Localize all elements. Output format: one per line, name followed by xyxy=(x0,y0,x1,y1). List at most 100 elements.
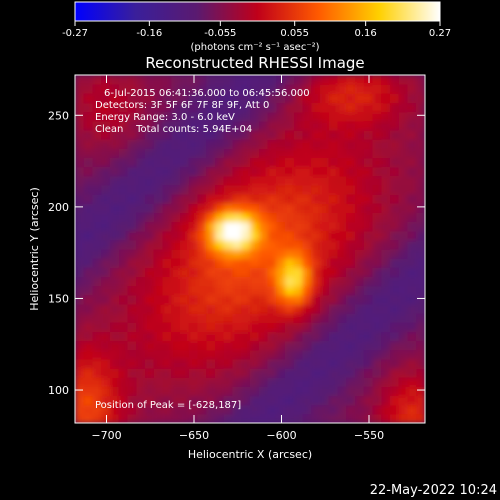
heatmap-cell xyxy=(320,239,330,250)
heatmap-cell xyxy=(118,331,129,342)
heatmap-cell xyxy=(337,166,347,177)
heatmap-cell xyxy=(145,157,155,168)
heatmap-cell xyxy=(83,194,94,204)
heatmap-cell xyxy=(188,322,199,333)
heatmap-cell xyxy=(75,120,85,131)
heatmap-cell xyxy=(110,249,120,259)
heatmap-cell xyxy=(285,166,295,177)
heatmap-cell xyxy=(197,358,207,369)
heatmap-cell xyxy=(75,239,85,250)
heatmap-cell xyxy=(372,340,382,351)
heatmap-cell xyxy=(381,331,391,342)
heatmap-cell xyxy=(162,303,172,314)
heatmap-cell xyxy=(171,175,181,186)
heatmap-cell xyxy=(101,230,111,241)
heatmap-cell xyxy=(381,239,391,250)
heatmap-cell xyxy=(241,129,251,140)
heatmap-cell xyxy=(92,84,102,94)
heatmap-cell xyxy=(407,249,417,259)
heatmap-cell xyxy=(302,258,312,268)
heatmap-cell xyxy=(171,249,181,259)
heatmap-cell xyxy=(232,212,242,223)
heatmap-cell xyxy=(355,111,365,122)
heatmap-cell xyxy=(302,276,312,287)
heatmap-cell xyxy=(92,358,102,369)
heatmap-cell xyxy=(372,120,382,131)
heatmap-cell xyxy=(398,111,409,122)
heatmap-cell xyxy=(302,148,312,159)
heatmap-cell xyxy=(258,157,269,168)
heatmap-cell xyxy=(206,93,216,104)
heatmap-cell xyxy=(101,395,111,406)
heatmap-cell xyxy=(127,84,137,94)
heatmap-cell xyxy=(215,358,225,369)
heatmap-cell xyxy=(223,340,234,351)
heatmap-cell xyxy=(188,340,199,351)
heatmap-cell xyxy=(197,212,207,223)
heatmap-cell xyxy=(188,212,199,223)
heatmap-cell xyxy=(145,340,155,351)
heatmap-cell xyxy=(180,139,190,149)
heatmap-cell xyxy=(232,404,242,415)
heatmap-cell xyxy=(250,194,260,204)
heatmap-cell xyxy=(276,166,286,177)
heatmap-cell xyxy=(101,340,111,351)
heatmap-cell xyxy=(267,368,277,378)
heatmap-cell xyxy=(75,129,85,140)
heatmap-cell xyxy=(320,404,330,415)
heatmap-cell xyxy=(171,120,181,131)
heatmap-cell xyxy=(127,166,137,177)
heatmap-cell xyxy=(215,404,225,415)
heatmap-cell xyxy=(250,120,260,131)
heatmap-cell xyxy=(398,377,409,387)
heatmap-cell xyxy=(101,212,111,223)
heatmap-cell xyxy=(258,120,269,131)
heatmap-cell xyxy=(92,212,102,223)
heatmap-cell xyxy=(372,166,382,177)
heatmap-cell xyxy=(337,129,347,140)
heatmap-cell xyxy=(223,368,234,378)
heatmap-cell xyxy=(136,221,146,232)
heatmap-cell xyxy=(267,303,277,314)
heatmap-cell xyxy=(258,285,269,296)
heatmap-cell xyxy=(293,148,304,159)
heatmap-cell xyxy=(320,84,330,94)
heatmap-cell xyxy=(92,239,102,250)
heatmap-cell xyxy=(311,175,321,186)
heatmap-cell xyxy=(215,184,225,195)
heatmap-cell xyxy=(267,139,277,149)
heatmap-cell xyxy=(110,102,120,113)
heatmap-cell xyxy=(75,413,85,423)
heatmap-cell xyxy=(372,331,382,342)
heatmap-cell xyxy=(223,157,234,168)
heatmap-cell xyxy=(153,203,164,213)
heatmap-cell xyxy=(250,239,260,250)
heatmap-cell xyxy=(328,285,339,296)
heatmap-cell xyxy=(337,349,347,360)
heatmap-cell xyxy=(328,349,339,360)
heatmap-cell xyxy=(337,194,347,204)
heatmap-cell xyxy=(241,267,251,278)
heatmap-cell xyxy=(92,258,102,268)
heatmap-cell xyxy=(127,212,137,223)
heatmap-cell xyxy=(390,194,400,204)
heatmap-cell xyxy=(407,230,417,241)
heatmap-cell xyxy=(276,313,286,323)
heatmap-cell xyxy=(83,294,94,305)
heatmap-cell xyxy=(162,75,172,85)
heatmap-cell xyxy=(276,139,286,149)
heatmap-cell xyxy=(153,358,164,369)
heatmap-cell xyxy=(136,349,146,360)
heatmap-cell xyxy=(215,111,225,122)
heatmap-cell xyxy=(75,386,85,397)
heatmap-cell xyxy=(206,175,216,186)
heatmap-cell xyxy=(101,102,111,113)
heatmap-cell xyxy=(363,148,374,159)
heatmap-cell xyxy=(407,148,417,159)
heatmap-cell xyxy=(75,184,85,195)
heatmap-cell xyxy=(363,194,374,204)
heatmap-cell xyxy=(206,413,216,423)
heatmap-cell xyxy=(355,120,365,131)
heatmap-cell xyxy=(398,102,409,113)
heatmap-cell xyxy=(398,230,409,241)
